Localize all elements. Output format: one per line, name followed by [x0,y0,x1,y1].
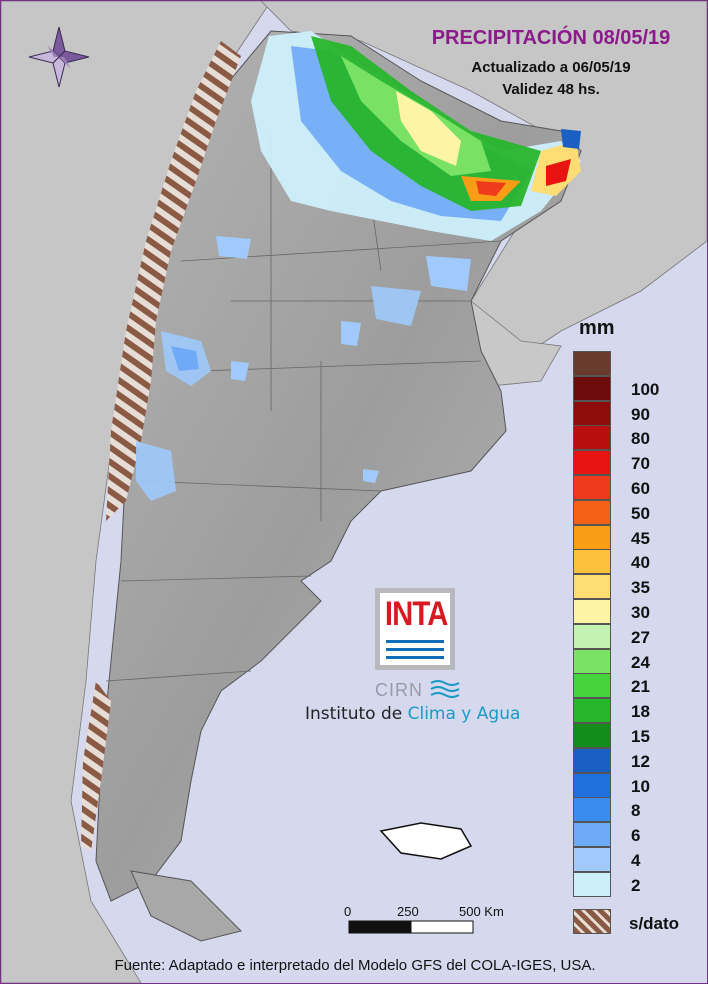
legend-label: 10 [631,776,650,796]
legend-label: 15 [631,727,650,746]
legend-swatch [573,623,611,649]
legend-label: 8 [631,801,641,821]
legend-swatch [573,599,611,624]
legend-swatch [573,797,611,823]
legend-label: 90 [631,404,650,424]
legend-swatch [573,673,611,699]
legend-label: 27 [631,627,650,647]
water-wave-icon [430,680,460,698]
no-data-andes-south [81,681,111,851]
legend-swatch [573,871,611,897]
tierra-del-fuego [130,870,242,942]
legend-swatch [573,698,611,724]
legend-swatch [573,400,611,426]
institute-accent: Clima y Agua [407,704,521,724]
legend-swatch [573,772,611,798]
legend-swatch [573,847,611,872]
argentina-land [95,30,582,902]
compass-rose-icon [28,26,90,88]
inta-logo: INTA [375,588,455,670]
legend-unit: mm [579,317,615,339]
legend-swatch [573,648,611,674]
validity-period: Validez 48 hs. [502,81,600,98]
source-footer: Fuente: Adaptado e interpretado del Mode… [114,957,596,974]
legend-label: 45 [631,528,650,548]
legend-swatch [573,524,611,550]
legend-label: 12 [631,751,650,771]
malvinas-islands [379,822,473,860]
legend-label: 4 [631,851,641,870]
scale-label-0: 0 [344,904,352,919]
legend-swatch [573,574,611,600]
legend-label: 21 [631,677,650,697]
legend-label: 2 [631,875,641,895]
legend-label: 24 [631,652,650,672]
precipitation-overlay [136,31,581,501]
cirn-label: CIRN [375,680,423,700]
province-borders [105,130,502,682]
scale-label-250: 250 [397,904,419,919]
scale-label-500: 500 Km [459,904,504,919]
legend-swatch [573,425,611,451]
legend-label: 40 [631,553,650,573]
legend-label: 35 [631,578,650,598]
no-data-swatch [573,909,611,934]
legend-label: 30 [631,603,650,622]
legend-swatch [573,822,611,848]
legend-swatch [573,450,611,476]
legend-label: 60 [631,479,650,498]
no-data-label: s/dato [629,914,680,933]
legend-swatch [573,351,611,376]
legend-swatch [573,723,611,748]
legend-label: 50 [631,503,650,523]
legend-swatch [573,475,611,500]
institute-prefix: Instituto de [305,704,403,724]
legend-label: 70 [631,454,650,474]
legend-label: 100 [631,379,660,399]
legend-swatch [573,747,611,773]
legend-label: 80 [631,429,650,449]
no-data-andes-north [106,41,241,521]
legend-label: 18 [631,702,650,722]
scale-bar [348,920,474,934]
legend-label: 6 [631,826,641,846]
map-title: PRECIPITACIÓN 08/05/19 [431,27,671,49]
inta-logo-text: INTA [384,595,448,633]
legend-swatch [573,549,611,575]
legend-swatch [573,499,611,525]
legend-swatch [573,375,611,401]
updated-date: Actualizado a 06/05/19 [471,59,631,76]
institute-name: Instituto de Clima y Agua [305,704,520,724]
